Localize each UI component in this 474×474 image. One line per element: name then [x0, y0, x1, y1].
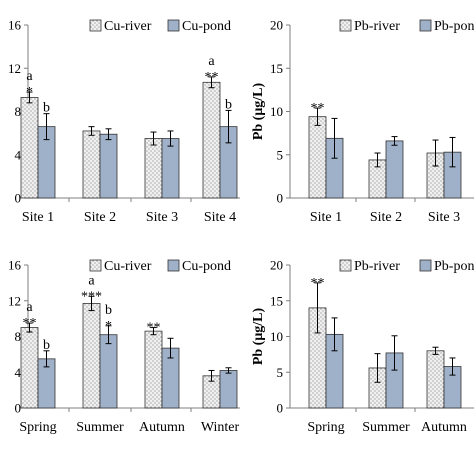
- legend-swatch-cu-pond: [167, 19, 180, 32]
- bar-pb-pond: [385, 140, 404, 199]
- significance-letter: a: [26, 69, 33, 84]
- y-tick-label: 16: [8, 258, 22, 273]
- y-tick-label: 8: [15, 329, 22, 344]
- y-tick-label: 10: [270, 104, 283, 119]
- legend-swatch-cu-river: [89, 259, 102, 272]
- legend-label-cu-river: Cu-river: [104, 19, 152, 34]
- legend-label-pb-river: Pb-river: [354, 19, 400, 34]
- bar-cu-pond: [219, 370, 238, 409]
- x-tick-label: Site 1: [310, 210, 342, 225]
- significance-letter: b: [43, 338, 50, 353]
- y-tick-label: 15: [270, 61, 283, 76]
- significance-stars: **: [311, 276, 325, 291]
- significance-stars: **: [23, 316, 37, 331]
- bar-pb-river: [308, 116, 327, 199]
- legend-swatch-pb-river: [339, 259, 352, 272]
- y-tick-label: 12: [8, 293, 21, 308]
- significance-stars: **: [147, 321, 161, 336]
- y-tick-label: 8: [15, 104, 22, 119]
- legend-swatch-cu-river: [89, 19, 102, 32]
- y-tick-label: 0: [277, 191, 284, 206]
- x-tick-label: Site 4: [204, 210, 236, 225]
- y-tick-label: 5: [277, 365, 284, 380]
- x-tick-label: Autumn: [139, 420, 185, 435]
- y-tick-label: 4: [15, 147, 22, 162]
- x-tick-label: Summer: [362, 420, 410, 435]
- significance-letter: b: [105, 303, 112, 318]
- y-tick-label: 15: [270, 293, 283, 308]
- significance-stars: **: [205, 70, 219, 85]
- legend-label-cu-pond: Cu-pond: [182, 19, 231, 34]
- y-axis-label: Pb (μg/L): [251, 83, 266, 141]
- significance-stars: **: [311, 101, 325, 116]
- y-tick-label: 12: [8, 61, 21, 76]
- bar-cu-river: [144, 138, 163, 199]
- y-tick-label: 0: [277, 401, 284, 416]
- bar-cu-river: [20, 97, 39, 199]
- significance-stars: ***: [81, 289, 102, 304]
- significance-letter: b: [225, 97, 232, 112]
- x-tick-label: Autumn: [421, 420, 467, 435]
- legend-label-pb-pond: Pb-pond: [434, 19, 474, 34]
- significance-letter: a: [26, 300, 33, 315]
- x-tick-label: Site 1: [22, 210, 54, 225]
- y-tick-label: 0: [15, 191, 22, 206]
- x-tick-label: Spring: [307, 420, 344, 435]
- x-tick-label: Site 2: [370, 210, 402, 225]
- significance-stars: *: [26, 85, 33, 100]
- bar-cu-river: [20, 327, 39, 409]
- bar-cu-river: [82, 303, 101, 409]
- significance-letter: a: [208, 54, 215, 69]
- legend-swatch-pb-river: [339, 19, 352, 32]
- significance-letter: a: [88, 273, 95, 288]
- x-tick-label: Summer: [76, 420, 124, 435]
- bar-cu-river: [82, 130, 101, 199]
- x-tick-label: Spring: [19, 420, 56, 435]
- bar-cu-pond: [99, 334, 118, 409]
- y-tick-label: 20: [270, 258, 283, 273]
- y-tick-label: 5: [277, 147, 284, 162]
- legend-label-pb-pond: Pb-pond: [434, 259, 474, 274]
- y-tick-label: 4: [15, 365, 22, 380]
- y-axis-label: Pb (μg/L): [251, 308, 266, 366]
- bar-cu-river: [202, 81, 221, 199]
- y-tick-label: 16: [8, 18, 22, 33]
- x-tick-label: Site 3: [428, 210, 460, 225]
- bar-cu-river: [144, 330, 163, 409]
- significance-stars: *: [105, 319, 112, 334]
- significance-letter: b: [43, 101, 50, 116]
- x-tick-label: Site 2: [84, 210, 116, 225]
- bar-cu-pond: [161, 138, 180, 199]
- legend-label-cu-river: Cu-river: [104, 259, 152, 274]
- bar-cu-pond: [99, 133, 118, 199]
- legend-label-cu-pond: Cu-pond: [182, 259, 231, 274]
- y-tick-label: 10: [270, 329, 283, 344]
- y-tick-label: 20: [270, 18, 283, 33]
- legend-swatch-pb-pond: [419, 19, 432, 32]
- legend-label-pb-river: Pb-river: [354, 259, 400, 274]
- legend-swatch-pb-pond: [419, 259, 432, 272]
- y-tick-label: 0: [15, 401, 22, 416]
- x-tick-label: Winter: [201, 420, 240, 435]
- x-tick-label: Site 3: [146, 210, 178, 225]
- legend-swatch-cu-pond: [167, 259, 180, 272]
- bar-pb-river: [426, 350, 445, 409]
